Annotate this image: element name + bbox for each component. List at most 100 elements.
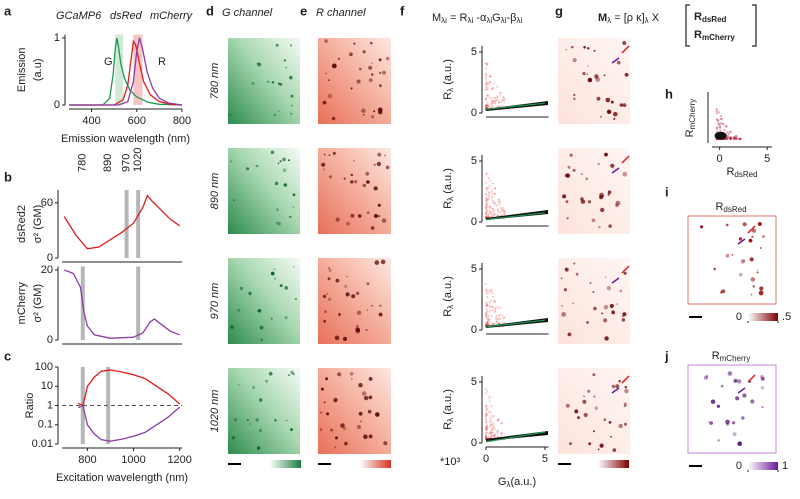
colorbar	[360, 460, 391, 468]
scatter-cloud	[488, 432, 490, 435]
scatter-cloud	[487, 215, 490, 218]
scatter-cloud	[487, 198, 490, 201]
scatter-cloud	[485, 428, 488, 431]
cell	[742, 259, 746, 263]
cell	[325, 72, 328, 75]
scatter-cloud	[493, 214, 496, 217]
cell	[619, 289, 623, 293]
y-axis-label: dsRed2	[16, 205, 28, 243]
scatter-cloud	[717, 119, 720, 122]
cell	[564, 173, 569, 178]
scatter-cloud	[493, 192, 496, 195]
scatter-cloud	[500, 432, 503, 435]
cell	[289, 75, 293, 80]
scatter-cloud	[486, 311, 489, 314]
cell	[377, 203, 381, 207]
cell	[740, 259, 745, 264]
cell	[604, 336, 609, 341]
scatter-cloud	[488, 395, 491, 398]
series-line	[64, 269, 180, 339]
cell	[293, 265, 295, 268]
scatter-cloud	[485, 88, 487, 91]
scatter-cloud	[737, 137, 741, 141]
scatter-cloud	[486, 323, 489, 326]
scatter-cloud	[492, 213, 495, 216]
cell	[622, 41, 627, 45]
cell	[588, 442, 592, 446]
y-axis-label-part: R	[442, 309, 454, 317]
scatter-cloud	[485, 104, 488, 107]
scatter-cloud	[715, 109, 718, 113]
scatter-cloud	[491, 88, 494, 91]
scatter-cloud	[490, 97, 493, 100]
y-tick-label: 0	[471, 437, 477, 449]
scatter-cloud	[503, 211, 506, 214]
scatter-cloud	[485, 323, 488, 326]
arrow	[611, 277, 620, 284]
scatter-cloud	[720, 122, 724, 125]
scatter-cloud	[494, 301, 497, 304]
scatter-cloud	[490, 435, 493, 438]
scatter-cloud	[497, 418, 500, 421]
cell	[599, 443, 604, 448]
scatter-cloud	[485, 414, 488, 417]
legend-label: dsRed	[110, 10, 143, 22]
cell	[353, 159, 355, 162]
scatter-cloud	[491, 208, 494, 211]
y-axis-label-part: λ	[446, 418, 455, 422]
cell	[328, 297, 332, 301]
scatter-cloud	[486, 304, 489, 306]
x-axis-label: Gλ(a.u.)	[498, 476, 536, 489]
scatter-cloud	[493, 202, 496, 205]
band-label: 780	[77, 154, 89, 172]
cell	[377, 152, 382, 157]
panel-letter: b	[4, 169, 12, 184]
cell	[282, 168, 287, 172]
arrow	[611, 387, 620, 394]
scatter-cloud	[726, 137, 729, 140]
scatter-cloud	[491, 101, 494, 104]
cell	[618, 380, 621, 383]
cell	[335, 278, 340, 283]
scatter-cloud	[715, 118, 718, 121]
image-tile	[558, 258, 630, 344]
scatter-cloud	[497, 317, 500, 320]
scatter-cloud	[719, 126, 722, 129]
scatter-cloud	[485, 323, 488, 326]
scatter-cloud	[729, 136, 732, 139]
scatter-cloud	[485, 426, 487, 429]
cell	[593, 306, 597, 311]
cell	[731, 253, 734, 256]
scatter-cloud	[485, 97, 487, 100]
cell	[624, 422, 627, 426]
scatter-cloud	[502, 207, 505, 210]
cell	[274, 277, 276, 280]
cell	[716, 404, 721, 408]
colorbar-tick-label: 0	[736, 311, 742, 323]
y-axis-label: Rλ (a.u.)	[442, 168, 455, 209]
scatter-cloud	[499, 207, 502, 210]
scatter-cloud	[492, 424, 495, 427]
y-tick-label: 5	[471, 263, 477, 275]
cell	[277, 162, 280, 165]
scatter-cloud	[488, 315, 490, 317]
scatter-cloud	[491, 105, 494, 108]
scatter-cloud	[499, 307, 501, 310]
scatter-cloud	[498, 105, 501, 108]
scatter-cloud	[489, 206, 492, 209]
scatter-cloud	[489, 417, 492, 420]
scatter-cloud	[488, 205, 491, 208]
cell	[362, 114, 365, 116]
cell	[289, 44, 293, 47]
scatter-cloud	[489, 431, 492, 434]
cell	[581, 173, 583, 176]
scatter-cloud	[729, 136, 732, 139]
cell	[346, 275, 349, 278]
cell	[583, 412, 588, 418]
band-label: 890	[102, 154, 114, 172]
cell	[593, 49, 596, 52]
cell	[373, 214, 378, 218]
cell	[327, 93, 332, 99]
cell	[569, 442, 572, 445]
image-tile	[558, 38, 630, 124]
